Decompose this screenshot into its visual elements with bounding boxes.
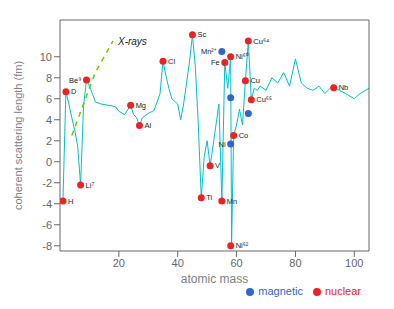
- svg-text:Al: Al: [144, 121, 151, 130]
- svg-text:Fe: Fe: [211, 58, 220, 67]
- svg-text:-8: -8: [42, 240, 52, 252]
- svg-text:Ni⁶²: Ni⁶²: [236, 241, 249, 250]
- svg-text:4: 4: [46, 114, 52, 126]
- svg-text:-4: -4: [42, 198, 52, 210]
- svg-text:coherent scattering length (fm: coherent scattering length (fm): [12, 61, 24, 210]
- svg-text:-6: -6: [42, 219, 52, 231]
- html-text:magnetic: magnetic: [258, 285, 303, 297]
- html-text:nuclear: nuclear: [324, 285, 361, 297]
- svg-text:20: 20: [113, 257, 125, 269]
- svg-text:80: 80: [289, 257, 301, 269]
- svg-text:Cu⁶⁵: Cu⁶⁵: [256, 95, 272, 104]
- svg-text:Nb: Nb: [339, 83, 349, 92]
- svg-text:Ti: Ti: [206, 193, 212, 202]
- svg-text:Mn: Mn: [227, 197, 237, 206]
- svg-text:6: 6: [46, 93, 52, 105]
- svg-text:D: D: [71, 87, 77, 96]
- svg-text:Cu⁶⁴: Cu⁶⁴: [253, 37, 269, 46]
- svg-text:atomic mass: atomic mass: [181, 272, 248, 286]
- svg-text:Li⁷: Li⁷: [86, 181, 95, 190]
- svg-text:2: 2: [46, 135, 52, 147]
- svg-text:V: V: [215, 161, 220, 170]
- svg-text:Sc: Sc: [197, 30, 206, 39]
- svg-text:100: 100: [345, 257, 363, 269]
- svg-text:Cl: Cl: [168, 57, 175, 66]
- svg-text:-2: -2: [42, 177, 52, 189]
- svg-text:8: 8: [46, 72, 52, 84]
- svg-text:60: 60: [230, 257, 242, 269]
- svg-text:Ni⁶⁰: Ni⁶⁰: [236, 52, 249, 61]
- svg-text:Mn²⁺: Mn²⁺: [201, 47, 217, 56]
- svg-text:X-rays: X-rays: [117, 36, 147, 47]
- svg-text:Be⁹: Be⁹: [69, 76, 81, 85]
- svg-text:Mg: Mg: [136, 101, 146, 110]
- svg-text:Ni: Ni: [219, 140, 226, 149]
- svg-text:40: 40: [172, 257, 184, 269]
- svg-text:Co: Co: [239, 131, 249, 140]
- svg-text:10: 10: [40, 51, 52, 63]
- svg-text:0: 0: [46, 156, 52, 168]
- svg-text:Cu: Cu: [250, 76, 260, 85]
- svg-text:H: H: [68, 197, 73, 206]
